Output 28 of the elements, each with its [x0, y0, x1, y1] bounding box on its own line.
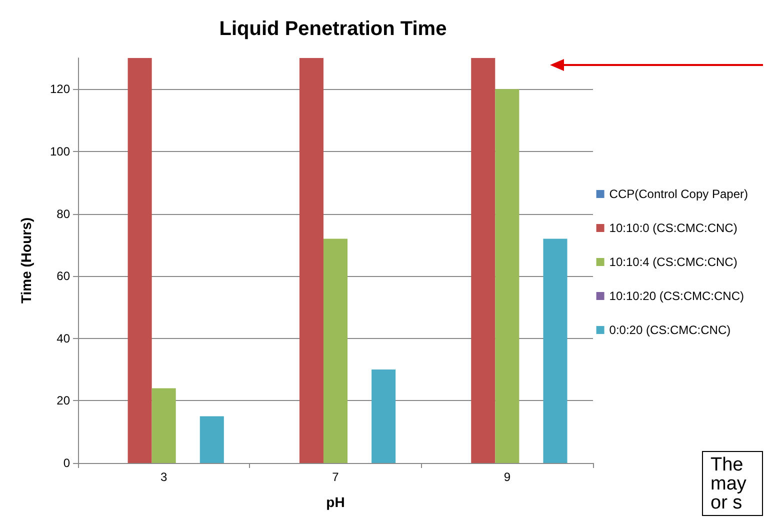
x-tick-label: 7 — [332, 470, 340, 484]
bar — [495, 89, 520, 463]
x-tick-label: 3 — [160, 470, 168, 484]
bar — [471, 58, 496, 463]
y-axis-title: Time (Hours) — [18, 217, 34, 304]
bar — [323, 238, 348, 463]
chart-title: Liquid Penetration Time — [219, 18, 447, 40]
bar — [372, 370, 396, 463]
bar — [299, 58, 324, 463]
text: The may or s — [710, 454, 747, 514]
bar — [152, 388, 176, 463]
legend-label: 0:0:20 (CS:CMC:CNC) — [609, 323, 731, 337]
bar — [200, 416, 224, 463]
y-tick-label: 60 — [56, 269, 70, 284]
y-tick-label: 80 — [56, 206, 70, 221]
y-tick-label: 120 — [50, 82, 70, 96]
legend-label: 10:10:0 (CS:CMC:CNC) — [609, 221, 738, 235]
y-tick-label: 0 — [63, 456, 70, 470]
x-axis-title: pH — [326, 494, 345, 510]
bar — [128, 58, 152, 463]
x-tick-label: 9 — [504, 470, 511, 484]
legend-label: 10:10:20 (CS:CMC:CNC) — [609, 289, 744, 303]
bar — [543, 238, 568, 463]
legend-label: CCP(Control Copy Paper) — [609, 187, 748, 201]
y-tick-label: 100 — [50, 144, 70, 158]
legend-label: 10:10:4 (CS:CMC:CNC) — [609, 255, 738, 269]
y-tick-label: 40 — [56, 331, 70, 346]
y-tick-label: 20 — [56, 394, 70, 408]
